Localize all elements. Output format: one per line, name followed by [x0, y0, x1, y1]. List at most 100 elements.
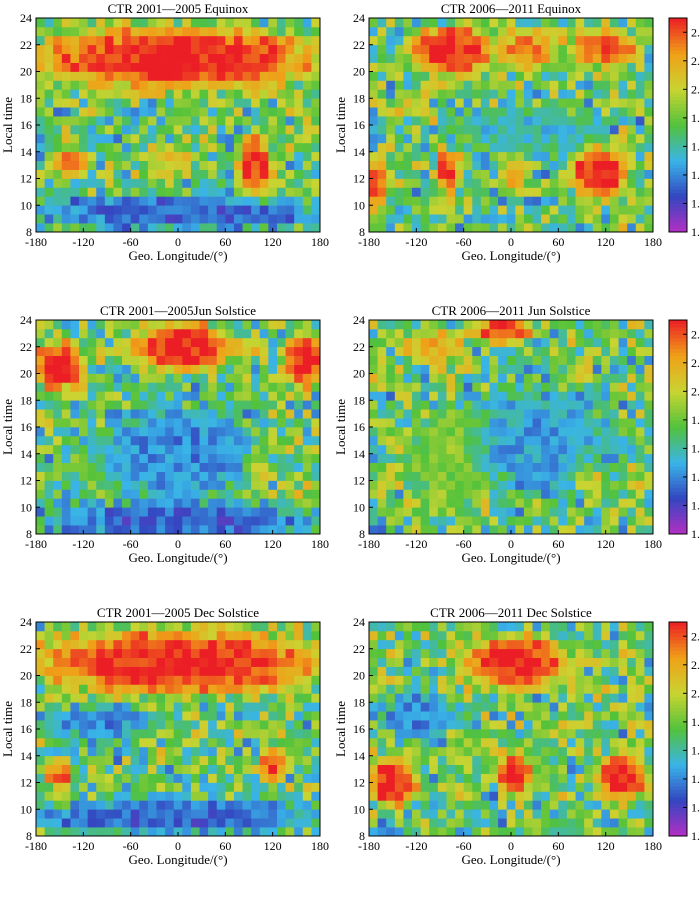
heatmap-cell [44, 480, 54, 490]
heatmap-cell [96, 809, 106, 819]
heatmap-cell [182, 809, 192, 819]
heatmap-cell [635, 98, 645, 108]
heatmap-cell [515, 453, 525, 464]
colorbar-frame [668, 17, 688, 233]
heatmap-cell [480, 782, 490, 792]
heatmap-cell [259, 666, 269, 676]
heatmap-cell [472, 346, 482, 357]
heatmap-cell [429, 62, 439, 72]
heatmap-cell [199, 444, 209, 455]
heatmap-cell [644, 205, 654, 215]
heatmap-cell [225, 684, 235, 694]
heatmap-cell [96, 107, 106, 117]
y-tick-label: 8 [359, 225, 365, 239]
heatmap-cell [294, 675, 304, 685]
heatmap-cell [644, 53, 654, 63]
heatmap-cell [627, 507, 637, 517]
heatmap-cell [506, 346, 516, 357]
heatmap-cell [369, 525, 378, 535]
heatmap-cell [285, 53, 295, 63]
heatmap-cell [233, 471, 243, 481]
heatmap-cell [294, 525, 304, 535]
heatmap-cell [515, 675, 525, 685]
heatmap-cell [463, 364, 473, 374]
heatmap-cell [480, 746, 490, 757]
heatmap-cell [242, 782, 252, 792]
heatmap-cell [130, 507, 140, 517]
heatmap-cell [463, 791, 473, 801]
heatmap-cell [412, 435, 421, 446]
heatmap-cell [377, 80, 387, 90]
heatmap-cell [242, 62, 252, 72]
heatmap-cell [173, 444, 183, 455]
heatmap-cell [173, 53, 183, 63]
heatmap-cell [403, 133, 413, 144]
colorbar-segment [669, 405, 687, 410]
heatmap-cell [199, 205, 209, 215]
heatmap-cell [311, 809, 321, 819]
heatmap-cell [558, 44, 568, 55]
heatmap-cell [463, 160, 473, 170]
heatmap-cell [251, 337, 261, 348]
heatmap-cell [463, 107, 473, 117]
heatmap-cell [541, 791, 551, 801]
heatmap-cell [182, 116, 192, 126]
heatmap-cell [79, 809, 88, 819]
heatmap-cell [429, 782, 439, 792]
heatmap-cell [386, 98, 396, 108]
heatmap-cell [403, 223, 413, 233]
heatmap-cell [96, 666, 106, 676]
heatmap-cell [377, 169, 387, 179]
heatmap-cell [386, 35, 396, 46]
heatmap-cell [199, 196, 209, 206]
heatmap-cell [549, 89, 559, 99]
heatmap-cell [96, 630, 106, 641]
heatmap-cell [268, 755, 278, 766]
heatmap-cell [182, 666, 192, 676]
heatmap-cell [455, 328, 465, 339]
heatmap-cell [498, 827, 508, 837]
colorbar-segment [669, 337, 687, 342]
heatmap-cell [532, 409, 542, 419]
heatmap-cell [523, 427, 533, 437]
heatmap-cell [644, 35, 654, 46]
heatmap-cell [44, 337, 54, 348]
heatmap-cell [302, 400, 312, 410]
heatmap-cell [463, 98, 473, 108]
heatmap-cell [377, 773, 387, 783]
heatmap-cell [122, 187, 132, 197]
heatmap-cell [377, 418, 387, 428]
heatmap-cell [268, 693, 278, 703]
heatmap-cell [276, 320, 286, 330]
heatmap-cell [302, 818, 312, 828]
heatmap-cell [79, 755, 88, 766]
heatmap-cell [87, 44, 97, 55]
heatmap-cell [139, 711, 149, 721]
heatmap-cell [233, 666, 243, 676]
heatmap-cell [532, 755, 542, 766]
heatmap-cell [242, 711, 252, 721]
heatmap-cell [268, 53, 278, 63]
heatmap-cell [87, 142, 97, 153]
heatmap-cell [489, 151, 499, 162]
heatmap-cell [472, 684, 482, 694]
heatmap-cell [644, 373, 654, 383]
heatmap-cell [386, 142, 396, 153]
heatmap-cell [420, 26, 430, 37]
colorbar-segment [669, 125, 687, 129]
heatmap-cell [609, 764, 619, 774]
heatmap-cell [412, 711, 421, 721]
x-tick-label: 180 [311, 839, 329, 853]
heatmap-cell [268, 107, 278, 117]
heatmap-cell [403, 427, 413, 437]
heatmap-cell [489, 444, 499, 455]
heatmap-cell [515, 382, 525, 392]
heatmap-cell [147, 35, 157, 46]
heatmap-cell [96, 98, 106, 108]
colorbar-segment [669, 466, 687, 471]
heatmap-cell [515, 666, 525, 676]
y-tick-label: 20 [353, 65, 365, 79]
heatmap-cell [515, 214, 525, 224]
heatmap-cell [216, 622, 226, 632]
heatmap-cell [412, 44, 421, 55]
